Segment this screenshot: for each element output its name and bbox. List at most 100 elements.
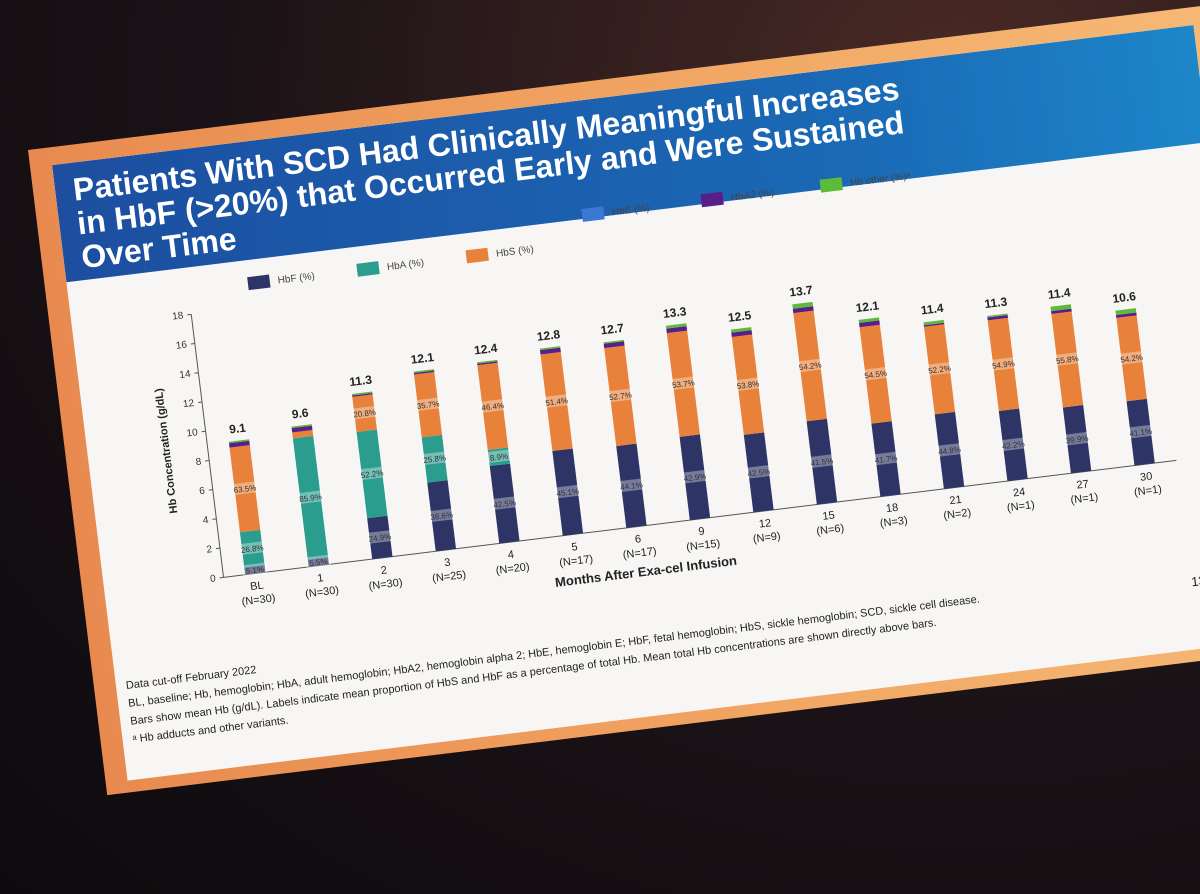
bar-9-segment-5 — [792, 301, 814, 309]
bar-1-segment-1 — [292, 435, 329, 560]
hbf-label-5-bg — [554, 484, 581, 499]
bar-8-segment-5 — [730, 327, 752, 333]
x-n-label-12: (N=1) — [1006, 499, 1035, 514]
y-axis-line — [190, 314, 225, 578]
bar-1-segment-2 — [292, 429, 314, 439]
x-tick-label-7: 9 — [698, 525, 706, 538]
hbs-label-9: 54.2% — [798, 361, 822, 373]
bar-2-segment-2 — [352, 394, 377, 432]
bar-12-segment-0 — [998, 408, 1028, 482]
hba-label-3: 25.8% — [423, 453, 447, 465]
x-n-label-14: (N=1) — [1133, 483, 1162, 498]
x-tick-label-12: 24 — [1012, 486, 1026, 499]
x-tick-label-5: 5 — [571, 541, 579, 554]
x-n-label-2: (N=30) — [368, 577, 403, 593]
bar-13-segment-4 — [1051, 308, 1072, 315]
total-label-8: 12.5 — [727, 308, 752, 325]
bar-7-segment-5 — [665, 323, 687, 329]
hbs-label-10: 54.5% — [864, 369, 888, 381]
hbs-label-12-bg — [990, 356, 1017, 371]
x-tick-label-10: 18 — [885, 502, 899, 515]
legend-label-5: Hb other (%)ᵃ — [850, 171, 912, 189]
hbs-label-8: 53.8% — [736, 379, 760, 391]
y-tick-label-8: 16 — [175, 340, 188, 352]
bar-3-segment-4 — [413, 370, 435, 375]
total-label-12: 11.3 — [984, 294, 1009, 311]
bar-0-segment-4 — [228, 440, 250, 448]
hbs-label-10-bg — [862, 366, 889, 381]
bar-6-segment-5 — [603, 339, 624, 344]
hbf-label-8: 42.5% — [747, 467, 771, 479]
total-label-7: 13.3 — [662, 304, 687, 321]
legend-swatch-0 — [247, 274, 271, 291]
hbf-label-4-bg — [491, 496, 518, 510]
hbf-label-13-bg — [1064, 431, 1090, 446]
legend-swatch-3 — [581, 206, 605, 222]
hba-label-0-bg — [239, 541, 266, 556]
x-n-label-9: (N=6) — [816, 522, 845, 537]
bar-2-segment-1 — [356, 429, 388, 519]
bar-13-segment-5 — [1050, 304, 1072, 312]
hba-label-1: 85.9% — [299, 492, 323, 504]
bar-12-segment-5 — [987, 313, 1008, 318]
x-n-label-5: (N=17) — [559, 553, 594, 569]
bar-8-segment-4 — [731, 330, 753, 337]
hbs-label-6-bg — [607, 388, 634, 403]
x-n-label-10: (N=3) — [879, 515, 908, 530]
hbs-label-4: 46.4% — [481, 401, 505, 413]
hbs-label-13: 55.8% — [1056, 354, 1080, 366]
x-n-label-3: (N=25) — [432, 569, 467, 585]
hbs-label-8-bg — [735, 377, 761, 392]
x-n-label-8: (N=9) — [752, 530, 781, 545]
bar-10-segment-0 — [871, 421, 901, 497]
hba-label-0: 26.8% — [241, 543, 265, 555]
bar-9-segment-0 — [806, 418, 838, 505]
y-tick-label-0: 0 — [209, 573, 216, 585]
legend-label-0: HbF (%) — [277, 271, 315, 286]
total-label-5: 12.8 — [536, 327, 561, 344]
total-label-13: 11.4 — [1047, 285, 1072, 302]
total-label-4: 12.4 — [473, 341, 498, 358]
y-tick-label-1: 2 — [206, 544, 213, 556]
y-tick-label-4: 8 — [195, 456, 202, 468]
bar-13-segment-2 — [1051, 311, 1084, 408]
hbf-label-0-bg — [241, 562, 268, 577]
hbs-label-11-bg — [926, 361, 953, 376]
x-n-label-1: (N=30) — [305, 584, 340, 600]
x-tick-label-3: 3 — [444, 557, 452, 570]
hba-label-2: 52.2% — [360, 468, 384, 480]
bar-13-segment-0 — [1062, 405, 1092, 474]
y-tick-label-6: 12 — [182, 398, 195, 410]
y-axis-title: Hb Concentration (g/dL) — [153, 387, 180, 514]
total-label-1: 9.6 — [291, 405, 310, 421]
bar-4-segment-4 — [477, 361, 498, 366]
hbf-label-1-bg — [305, 554, 332, 569]
bar-11-segment-5 — [923, 319, 945, 326]
total-label-2: 11.3 — [348, 372, 373, 389]
x-tick-label-2: 2 — [380, 564, 388, 577]
bar-10-segment-2 — [859, 324, 892, 424]
bar-8-segment-2 — [731, 334, 765, 435]
hbf-label-6: 44.1% — [620, 480, 644, 492]
hbs-label-6: 52.7% — [609, 391, 633, 403]
hbf-label-1: 5.5% — [309, 557, 328, 568]
bar-3-segment-2 — [413, 371, 443, 438]
x-tick-label-13: 27 — [1076, 478, 1090, 491]
bar-10-segment-4 — [859, 320, 880, 328]
bar-6-segment-0 — [616, 443, 647, 528]
bar-6-segment-4 — [603, 341, 625, 349]
bar-5-segment-0 — [552, 448, 584, 536]
bar-4-segment-1 — [487, 447, 511, 467]
bar-2-segment-0 — [367, 515, 393, 560]
bar-6-segment-2 — [604, 345, 637, 447]
hba-label-4: 8.9% — [489, 452, 508, 463]
hbs-label-7: 53.7% — [672, 378, 696, 390]
hbs-label-14: 54.2% — [1120, 353, 1144, 365]
x-tick-label-11: 21 — [949, 494, 963, 507]
hbf-label-5: 45.1% — [556, 487, 580, 499]
hbf-label-0: 5.1% — [245, 565, 264, 576]
bar-3-segment-0 — [427, 480, 457, 552]
bar-14-segment-0 — [1126, 398, 1155, 466]
x-tick-label-0: BL — [249, 580, 264, 594]
bar-0-segment-1 — [239, 529, 265, 568]
